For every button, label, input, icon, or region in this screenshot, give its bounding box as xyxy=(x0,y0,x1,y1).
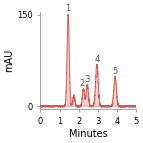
Text: 1: 1 xyxy=(65,4,71,13)
X-axis label: Minutes: Minutes xyxy=(69,129,108,139)
Text: 3: 3 xyxy=(85,75,90,84)
Text: 4: 4 xyxy=(94,55,100,64)
Text: 5: 5 xyxy=(113,67,118,76)
Y-axis label: mAU: mAU xyxy=(4,49,14,72)
Text: 2: 2 xyxy=(80,79,85,88)
